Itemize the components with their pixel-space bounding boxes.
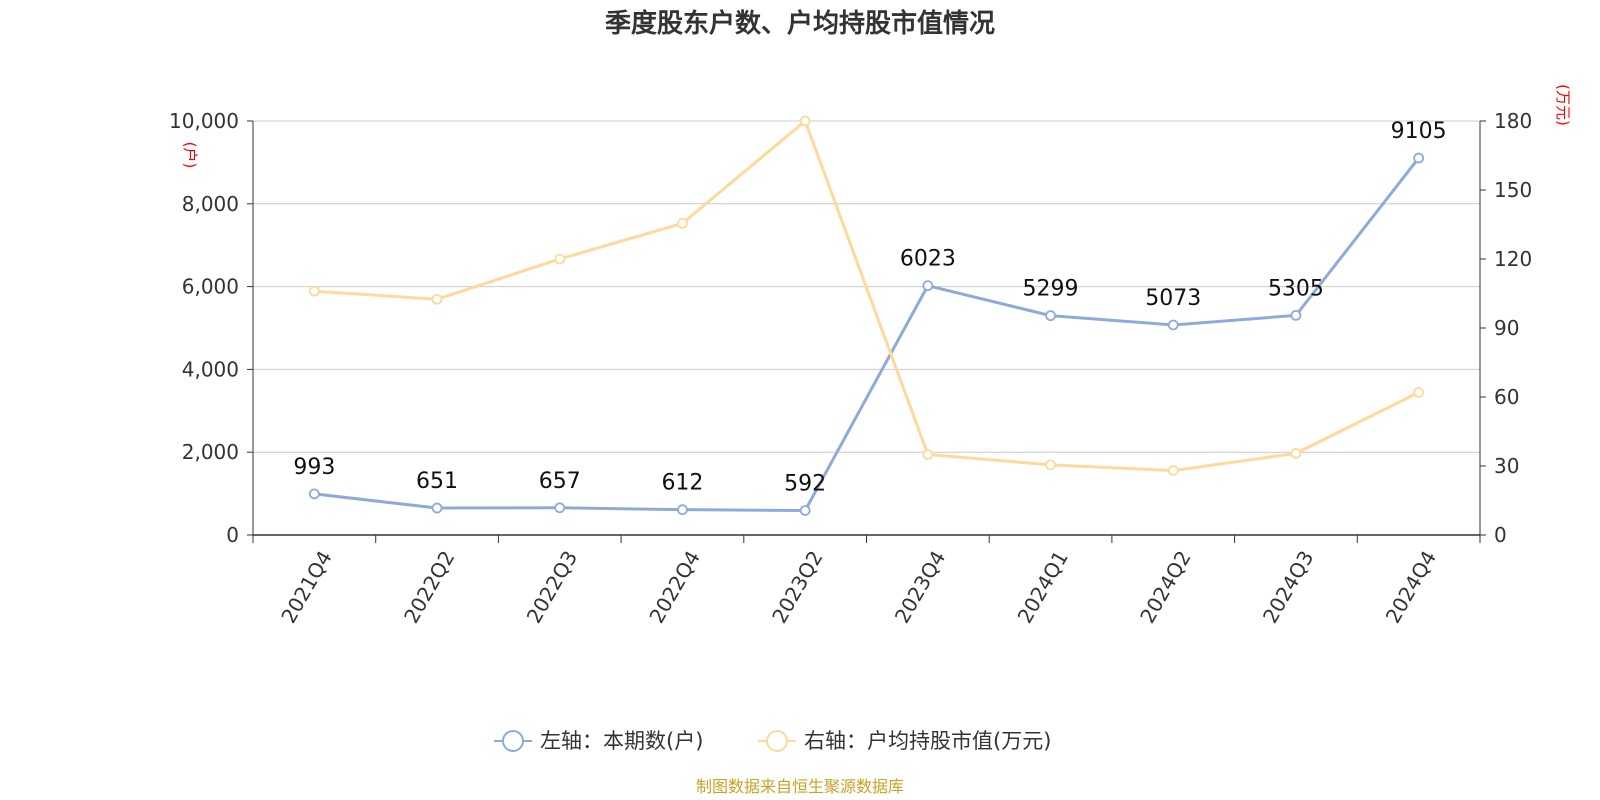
data-label: 657 [539, 469, 581, 494]
x-tick-label: 2021Q4 [276, 547, 336, 628]
series-line-right [314, 119, 1420, 473]
right-axis-unit: (万元) [1554, 84, 1572, 126]
right-tick-label: 150 [1494, 178, 1532, 202]
legend: 左轴：本期数(户) 右轴：户均持股市值(万元) [494, 729, 1051, 753]
x-tick-label: 2022Q2 [399, 547, 459, 628]
x-tick-label: 2023Q2 [767, 547, 827, 628]
data-label: 5299 [1023, 277, 1079, 302]
data-label: 5073 [1145, 286, 1201, 311]
data-labels: 993 651 657 612 592 6023 5299 5073 5305 9105 [293, 119, 1446, 496]
x-tick-label: 2024Q1 [1013, 547, 1073, 628]
legend-item-right-series[interactable]: 右轴：户均持股市值(万元) [758, 729, 1051, 753]
right-tick-label: 60 [1494, 385, 1519, 409]
data-label: 9105 [1391, 119, 1447, 144]
x-tick-label: 2023Q4 [890, 547, 950, 628]
x-tick-label: 2024Q2 [1135, 547, 1195, 628]
x-tick-label: 2022Q3 [522, 547, 582, 628]
data-label: 6023 [900, 247, 956, 272]
left-tick-label: 2,000 [182, 440, 239, 464]
data-point-left [308, 488, 320, 500]
axes: 0 2,000 4,000 6,000 8,000 10,000 0 30 60 90 120 150… [169, 109, 1532, 627]
series-line-left [314, 157, 1420, 512]
data-point-left [677, 504, 688, 516]
data-point-left [799, 505, 811, 516]
right-tick-label: 90 [1494, 316, 1519, 340]
data-point-right [554, 253, 566, 265]
data-point-right [1413, 386, 1425, 398]
left-tick-label: 8,000 [182, 192, 239, 216]
data-label: 592 [784, 471, 826, 496]
data-point-right [799, 115, 811, 127]
right-tick-label: 180 [1494, 109, 1532, 133]
data-point-left [1045, 310, 1056, 322]
data-point-right [308, 285, 320, 297]
chart-title: 季度股东户数、户均持股市值情况 [605, 8, 995, 39]
data-point-left [1167, 319, 1179, 331]
legend-right-label: 右轴：户均持股市值(万元) [804, 729, 1051, 753]
source-note: 制图数据来自恒生聚源数据库 [696, 777, 904, 796]
legend-item-left-series[interactable]: 左轴：本期数(户) [494, 729, 703, 753]
left-tick-label: 0 [226, 523, 239, 547]
x-tick-label: 2024Q3 [1258, 547, 1318, 628]
legend-right-marker-icon [766, 730, 788, 752]
data-point-right [1290, 447, 1302, 459]
right-tick-label: 30 [1494, 454, 1519, 478]
data-label: 5305 [1268, 276, 1324, 301]
left-tick-label: 6,000 [182, 275, 239, 299]
left-tick-label: 10,000 [169, 109, 239, 133]
series-lines [308, 115, 1425, 516]
data-point-right [677, 217, 688, 229]
data-point-right [431, 293, 443, 305]
data-label: 993 [293, 455, 335, 480]
x-tick-label: 2024Q4 [1381, 547, 1441, 628]
left-tick-label: 4,000 [182, 357, 239, 381]
data-point-left [554, 502, 566, 514]
left-axis-unit: (户) [181, 142, 199, 169]
data-label: 612 [661, 471, 703, 496]
legend-left-label: 左轴：本期数(户) [540, 729, 703, 753]
x-tick-label: 2022Q4 [644, 547, 704, 628]
data-point-right [922, 449, 934, 460]
data-point-left [1413, 152, 1425, 164]
data-point-left [1290, 309, 1302, 321]
data-point-left [922, 280, 934, 292]
right-tick-label: 0 [1494, 523, 1507, 547]
data-point-left [431, 502, 443, 514]
right-tick-label: 120 [1494, 247, 1532, 271]
data-point-right [1167, 465, 1179, 477]
legend-left-marker-icon [502, 730, 524, 752]
data-point-right [1045, 459, 1056, 471]
data-label: 651 [416, 469, 458, 494]
